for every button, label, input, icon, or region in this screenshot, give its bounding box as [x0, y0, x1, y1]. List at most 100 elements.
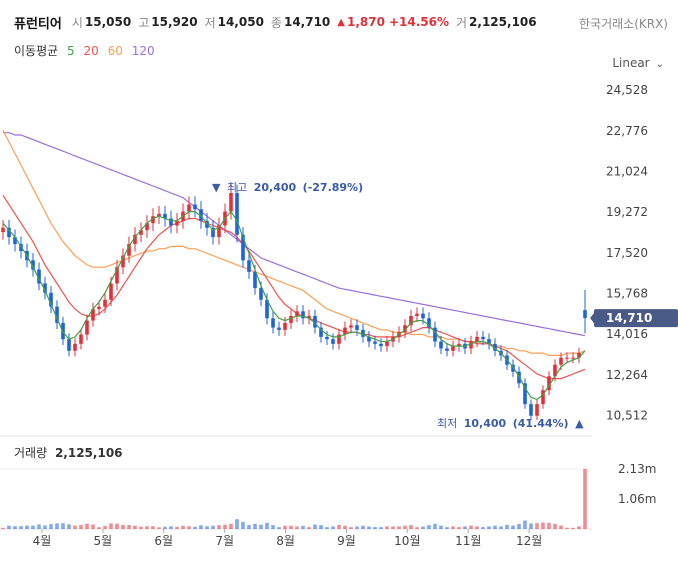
volume-bar — [79, 524, 83, 529]
volume-bar — [19, 526, 23, 529]
candle-body — [409, 315, 413, 326]
month-tick-label: 8월 — [276, 534, 295, 548]
volume-tick-label: 2.13m — [618, 462, 656, 476]
price-tick-label: 21,024 — [606, 165, 648, 179]
candle-body — [259, 288, 263, 300]
volume-bar — [169, 526, 173, 529]
candle-body — [157, 213, 161, 217]
volume-bar — [235, 519, 239, 529]
open-value: 15,050 — [84, 15, 132, 29]
candle-body — [175, 220, 179, 226]
volume-bar — [469, 525, 473, 529]
volume-bar — [283, 525, 287, 529]
candle-body — [187, 204, 191, 212]
volume-bar — [583, 469, 587, 529]
low-annotation-label: 최저 — [437, 417, 457, 430]
volume-bar — [451, 526, 455, 529]
low-annotation-pct: (41.44%) — [513, 417, 569, 430]
candle-body — [367, 336, 371, 342]
month-tick-label: 10월 — [394, 534, 420, 548]
candle-body — [331, 339, 335, 344]
candle-body — [319, 327, 323, 337]
month-tick-label: 4월 — [33, 534, 52, 548]
candle-body — [559, 357, 563, 365]
scale-toggle[interactable]: Linear ⌄ — [612, 56, 664, 70]
volume-bar — [187, 526, 191, 529]
candle-body — [361, 329, 365, 337]
price-axis: 24,528 22,776 21,024 19,272 17,520 15,768 14,0… — [606, 83, 648, 422]
candle-body — [73, 343, 77, 351]
candle-body — [241, 234, 245, 261]
volume-bar — [163, 526, 167, 529]
candle-body — [301, 311, 305, 319]
month-tick-label: 5월 — [94, 534, 113, 548]
volume-bar — [31, 525, 35, 529]
candle-body — [439, 341, 443, 349]
chevron-down-icon: ⌄ — [655, 59, 664, 70]
volume-bar — [463, 526, 467, 529]
volume-bar — [319, 525, 323, 529]
volume-bar — [13, 526, 17, 529]
volume-bar — [391, 526, 395, 529]
candle-body — [55, 306, 59, 323]
ma-legend-label: 이동평균 — [14, 44, 59, 58]
volume-bar — [265, 522, 269, 529]
low-marker-icon: ▲ — [575, 417, 584, 430]
volume-bar — [499, 526, 503, 529]
month-tick-label: 6월 — [154, 534, 173, 548]
candle-body — [127, 244, 131, 256]
high-annotation-value: 20,400 — [254, 181, 297, 194]
volume-bar — [559, 525, 563, 529]
candle-body — [211, 227, 215, 238]
volume-bar — [385, 526, 389, 529]
volume-bar — [157, 527, 161, 529]
high-annotation: ▼ 최고 20,400 (-27.89%) — [212, 181, 363, 194]
candle-body — [565, 357, 569, 359]
candle-body — [247, 260, 251, 272]
volume-bar — [295, 526, 299, 529]
volume-bar — [145, 526, 149, 529]
volume-bar — [361, 525, 365, 529]
price-tick-label: 15,768 — [606, 287, 648, 301]
candle-body — [277, 327, 281, 330]
volume-bar — [547, 522, 551, 529]
ma5-path — [2, 210, 586, 401]
ma120-line — [3, 132, 586, 337]
price-tick-label: 19,272 — [606, 205, 648, 219]
candle-body — [103, 299, 107, 307]
candle-body — [571, 357, 575, 359]
volume-bar — [127, 525, 131, 529]
volume-bar — [343, 525, 347, 529]
volume-bar — [517, 523, 521, 529]
candle-body — [133, 234, 137, 245]
volume-bar — [277, 527, 281, 529]
volume-bar — [505, 524, 509, 529]
candle-body — [553, 364, 557, 377]
close-value: 14,710 — [283, 15, 331, 29]
candle-body — [1, 227, 5, 233]
volume-bar — [475, 526, 479, 529]
volume-bar — [313, 524, 317, 529]
candle-body — [97, 306, 101, 310]
price-tick-label: 22,776 — [606, 124, 648, 138]
candle-body — [79, 334, 83, 344]
volume-bar — [307, 527, 311, 529]
high-value: 15,920 — [151, 15, 198, 29]
candle-body — [151, 216, 155, 224]
volume-bar — [7, 525, 11, 529]
candle-body — [583, 310, 587, 319]
candle-body — [349, 325, 353, 328]
volume-bar — [49, 524, 53, 529]
volume-bar — [289, 525, 293, 529]
volume-bar — [37, 524, 41, 529]
candle-body — [145, 223, 149, 231]
volume-bar — [421, 526, 425, 529]
volume-label: 거 — [456, 15, 468, 30]
volume-bar — [109, 523, 113, 529]
ma60-path — [2, 130, 586, 356]
volume-bar — [523, 520, 527, 529]
volume-bar — [91, 524, 95, 529]
open-label: 시 — [71, 15, 83, 30]
candle-body — [271, 318, 275, 328]
